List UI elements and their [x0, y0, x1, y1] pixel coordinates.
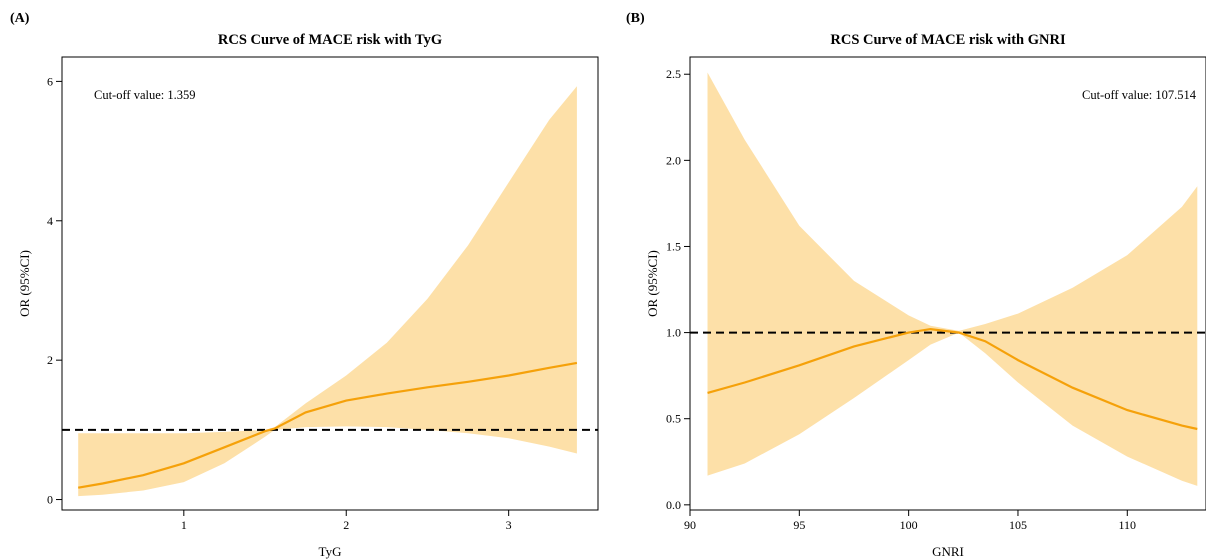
x-tick-label: 3 [506, 518, 512, 532]
x-tick-label: 2 [343, 518, 349, 532]
panel-label: (A) [10, 11, 30, 26]
x-tick-label: 100 [900, 518, 918, 532]
chart-panel-b: (B) RCS Curve of MACE risk with GNRI 90 95 1… [626, 11, 1206, 559]
cutoff-annotation: Cut-off value: 107.514 [1082, 88, 1197, 102]
x-axis-label: TyG [319, 544, 342, 559]
y-axis-label: OR (95%CI) [17, 250, 32, 317]
y-axis-label: OR (95%CI) [645, 250, 660, 317]
plot-frame [61, 56, 599, 511]
y-tick-label: 0 [47, 493, 53, 507]
x-tick-label: 110 [1119, 518, 1137, 532]
plot-frame [689, 56, 1206, 511]
x-axis-label: GNRI [932, 544, 964, 559]
x-tick-label: 90 [684, 518, 696, 532]
chart-title: RCS Curve of MACE risk with TyG [218, 32, 442, 48]
y-tick-label: 0.5 [666, 412, 681, 426]
y-tick-label: 4 [47, 214, 53, 228]
chart-title: RCS Curve of MACE risk with GNRI [830, 32, 1066, 48]
y-tick-label: 0.0 [666, 498, 681, 512]
y-tick-label: 2.5 [666, 67, 681, 81]
or-curve [78, 361, 578, 489]
confidence-band [707, 72, 1198, 486]
y-tick-label: 6 [47, 74, 53, 88]
chart-panel-a: (A) RCS Curve of MACE risk with TyG 1 2 3 0 2 4… [10, 11, 599, 559]
confidence-band [78, 86, 577, 497]
or-curve [707, 327, 1198, 431]
panel-label: (B) [626, 11, 645, 26]
x-tick-label: 105 [1009, 518, 1027, 532]
y-tick-label: 1.5 [666, 239, 681, 253]
y-tick-label: 2 [47, 353, 53, 367]
x-tick-label: 1 [181, 518, 187, 532]
y-tick-label: 1.0 [666, 326, 681, 340]
y-tick-label: 2.0 [666, 153, 681, 167]
x-tick-label: 95 [793, 518, 805, 532]
cutoff-annotation: Cut-off value: 1.359 [94, 88, 196, 102]
